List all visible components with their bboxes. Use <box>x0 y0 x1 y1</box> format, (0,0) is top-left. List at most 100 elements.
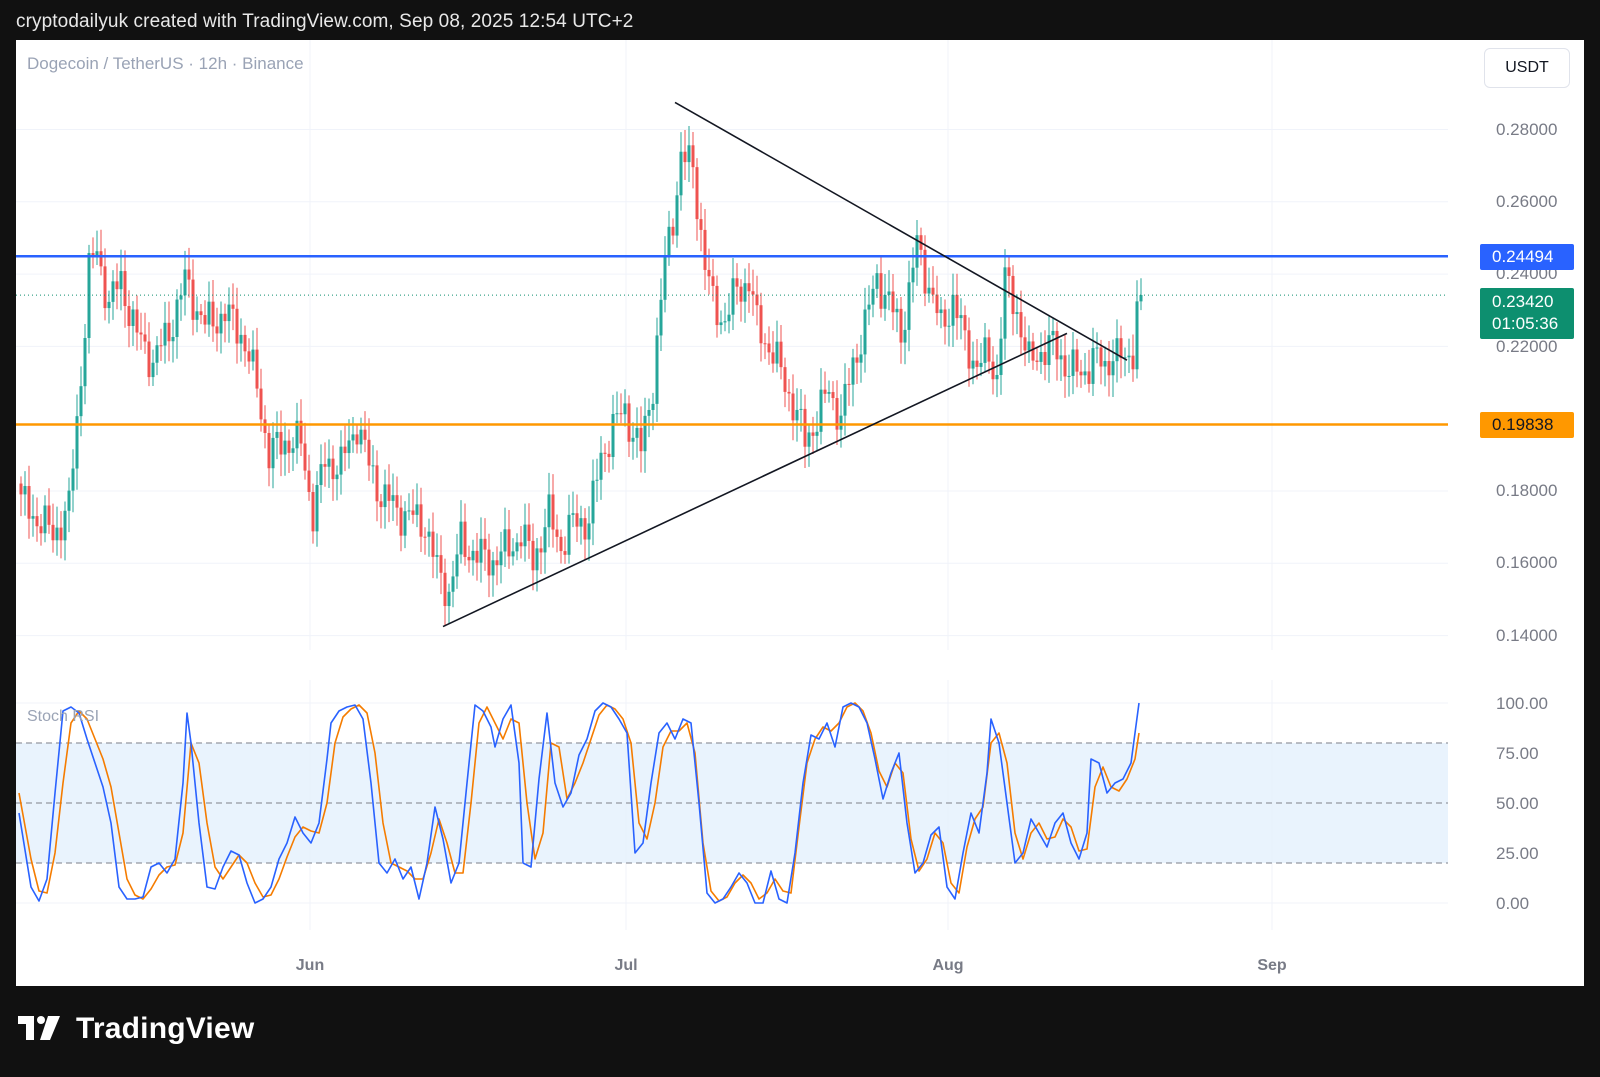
candle-body <box>371 465 375 467</box>
candle-body <box>183 269 187 296</box>
candle-body <box>355 434 359 445</box>
candle-body <box>535 548 539 571</box>
candle-body <box>287 440 291 453</box>
price-tick: 0.16000 <box>1496 553 1558 572</box>
candle-body <box>99 251 103 267</box>
candle-body <box>391 495 395 501</box>
candle-body <box>147 341 151 378</box>
candle-body <box>1139 295 1143 302</box>
candle-body <box>271 437 275 469</box>
candle-body <box>999 338 1003 375</box>
candle-body <box>1059 355 1063 360</box>
candle-body <box>327 458 331 467</box>
candle-body <box>75 416 79 469</box>
candle-body <box>231 304 235 309</box>
candle-body <box>731 278 735 315</box>
candle-body <box>587 523 591 540</box>
candle-body <box>823 389 827 394</box>
candle-body <box>771 352 775 364</box>
candle-body <box>259 388 263 420</box>
candle-body <box>551 494 555 530</box>
candle-body <box>1031 341 1035 361</box>
candle-body <box>223 313 227 322</box>
symbol-title[interactable]: Dogecoin / TetherUS · 12h · Binance <box>27 54 304 73</box>
candle-body <box>755 294 759 306</box>
candle-body <box>243 334 247 352</box>
candle-body <box>351 434 355 441</box>
candle-body <box>71 468 75 491</box>
candle-body <box>591 480 595 524</box>
candle-body <box>599 452 603 480</box>
candle-body <box>1007 267 1011 276</box>
candle-body <box>1115 338 1119 362</box>
stoch-band-lines <box>16 742 1448 864</box>
candle-body <box>1075 349 1079 372</box>
candle-body <box>159 345 163 347</box>
candle-body <box>1103 361 1107 367</box>
stoch-rsi-title[interactable]: Stoch RSI <box>27 708 100 725</box>
candle-body <box>103 266 107 309</box>
price-tick: 0.18000 <box>1496 481 1558 500</box>
candle-body <box>707 269 711 277</box>
stoch-tick: 75.00 <box>1496 744 1539 763</box>
candle-body <box>443 572 447 607</box>
candle-body <box>1079 371 1083 376</box>
candle-body <box>923 249 927 294</box>
price-tick: 0.26000 <box>1496 192 1558 211</box>
candle-body <box>899 308 903 343</box>
candle-body <box>55 527 59 541</box>
candle-body <box>1131 355 1135 370</box>
candle-body <box>671 226 675 236</box>
candle-body <box>463 521 467 557</box>
candle-body <box>887 291 891 295</box>
candle-body <box>547 494 551 528</box>
candle-body <box>427 531 431 537</box>
candle-body <box>679 151 683 196</box>
candle-body <box>611 413 615 458</box>
candle-body <box>1071 349 1075 376</box>
candle-body <box>991 361 995 380</box>
candle-body <box>135 309 139 333</box>
price-tick: 0.22000 <box>1496 337 1558 356</box>
candle-body <box>851 357 855 385</box>
tradingview-brand[interactable]: TradingView <box>18 1012 254 1046</box>
candle-body <box>711 276 715 286</box>
time-tick: Sep <box>1257 957 1287 974</box>
price-tick: 0.28000 <box>1496 120 1558 139</box>
candle-body <box>1055 330 1059 360</box>
candle-body <box>567 514 571 555</box>
candle-body <box>39 526 43 534</box>
candle-body <box>439 555 443 573</box>
candle-body <box>131 309 135 327</box>
candle-body <box>647 409 651 416</box>
candle-body <box>475 550 479 563</box>
candle-body <box>651 403 655 410</box>
candle-body <box>1051 330 1055 336</box>
candle-body <box>499 551 503 566</box>
candle-body <box>675 195 679 236</box>
candle-body <box>1027 341 1031 351</box>
candle-body <box>407 510 411 512</box>
candle-body <box>63 510 67 541</box>
last-price-value: 0.23420 <box>1492 292 1554 311</box>
candle-body <box>987 337 991 362</box>
time-tick: Jun <box>295 957 325 974</box>
candle-body <box>667 226 671 257</box>
candle-body <box>187 269 191 280</box>
candle-body <box>931 287 935 295</box>
currency-button[interactable]: USDT <box>1484 48 1570 88</box>
candle-body <box>455 554 459 577</box>
candle-body <box>315 485 319 532</box>
candle-body <box>59 527 63 541</box>
time-tick: Aug <box>932 957 964 974</box>
candle-body <box>163 322 167 346</box>
candle-body <box>655 335 659 404</box>
candle-body <box>863 309 867 355</box>
candle-body <box>975 360 979 367</box>
candle-body <box>799 408 803 410</box>
chart-canvas[interactable] <box>16 40 1584 986</box>
candle-body <box>471 550 475 561</box>
chart-frame[interactable]: Dogecoin / TetherUS · 12h · Binance Stoc… <box>16 40 1584 986</box>
candle-body <box>639 427 643 452</box>
candle-body <box>967 330 971 369</box>
